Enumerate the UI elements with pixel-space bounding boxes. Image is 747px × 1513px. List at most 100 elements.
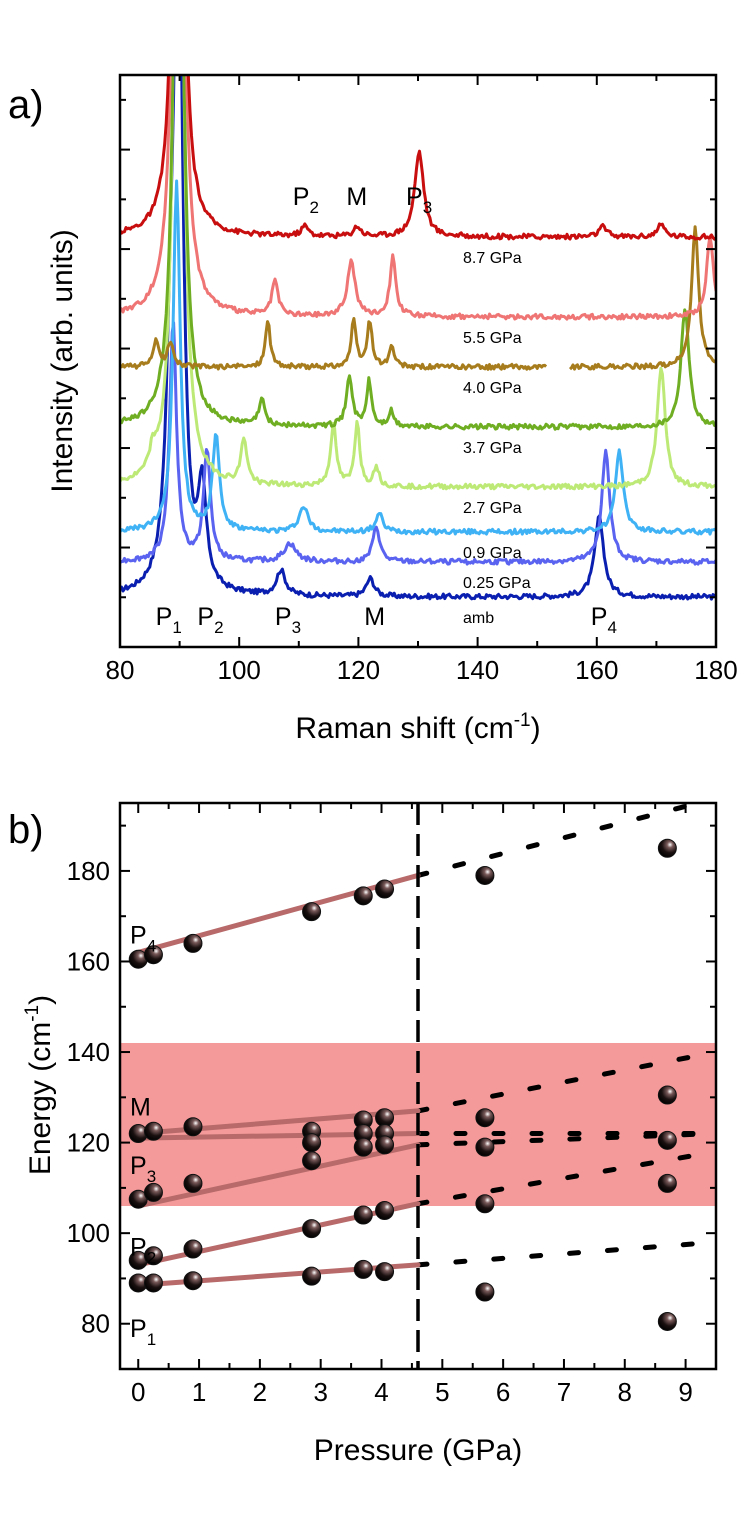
mode-label: P4 xyxy=(130,921,156,955)
x-tick-label: 160 xyxy=(575,655,618,685)
data-point xyxy=(183,933,203,953)
mode-label: M xyxy=(130,1093,151,1121)
extrapolation-line xyxy=(415,1049,716,1114)
spectrum-2-7-gpa xyxy=(120,75,716,491)
pressure-label: amb xyxy=(463,610,494,627)
data-point xyxy=(183,1271,203,1291)
data-point xyxy=(353,1205,373,1225)
x-tick-label: 180 xyxy=(694,655,737,685)
data-point xyxy=(375,1262,395,1282)
pressure-label: 0.25 GPa xyxy=(463,575,531,592)
data-points xyxy=(128,838,677,1331)
x-tick-label: 9 xyxy=(678,1377,692,1407)
peak-label: P3 xyxy=(275,603,301,637)
data-point xyxy=(657,1130,677,1150)
x-tick-label: 3 xyxy=(313,1377,327,1407)
peak-label: P4 xyxy=(591,603,617,637)
x-tick-label: 7 xyxy=(557,1377,571,1407)
pressure-labels: amb 0.25 GPa 0.9 GPa 2.7 GPa 3.7 GPa 4.0 GPa 5… xyxy=(463,250,531,627)
data-point xyxy=(475,865,495,885)
spectrum-0-9-gpa xyxy=(120,179,716,536)
extrapolation-line xyxy=(415,803,709,878)
panel-b-frame xyxy=(118,801,718,1371)
data-point xyxy=(183,1239,203,1259)
x-tick-label: 140 xyxy=(456,655,499,685)
data-point xyxy=(143,1182,163,1202)
x-tick-label: 80 xyxy=(106,655,135,685)
fit-line-p3 xyxy=(135,1142,421,1209)
panel-b: b) P4 M P3 P2 P1 0 1 2 3 4 5 6 7 8 9 80 100 120 140 160 180… xyxy=(8,801,718,1467)
panel-b-ticks: 0 1 2 3 4 5 6 7 8 9 80 100 120 140 160 180 xyxy=(67,803,716,1407)
y-tick-label: 180 xyxy=(67,856,110,886)
panel-a-y-axis-title: Intensity (arb. units) xyxy=(46,229,79,492)
peak-label: M xyxy=(346,183,367,211)
spectrum-0-25-gpa xyxy=(120,321,716,566)
pressure-label: 3.7 GPa xyxy=(463,440,522,457)
mode-label: P1 xyxy=(130,1315,156,1349)
panel-a-label: a) xyxy=(8,83,44,127)
spectrum-8-7-gpa xyxy=(120,75,716,241)
y-tick-label: 140 xyxy=(67,1037,110,1067)
data-point xyxy=(302,1219,322,1239)
data-point xyxy=(353,886,373,906)
peak-label: M xyxy=(364,603,385,631)
mode-label: P3 xyxy=(130,1152,156,1186)
data-point xyxy=(375,1135,395,1155)
data-point xyxy=(475,1282,495,1302)
peak-label: P2 xyxy=(293,183,319,217)
x-tick-label: 5 xyxy=(435,1377,449,1407)
data-point xyxy=(302,1151,322,1171)
panel-a-ticks: 80 100 120 140 160 180 xyxy=(106,75,738,685)
data-point xyxy=(353,1137,373,1157)
x-tick-label: 2 xyxy=(253,1377,267,1407)
panel-a: a) amb 0.25 GPa 0.9 GPa 2.7 GPa 3.7 GPa 4.0 G… xyxy=(8,73,738,745)
y-tick-label: 100 xyxy=(67,1218,110,1248)
spectrum-amb xyxy=(120,75,716,601)
pressure-label: 0.9 GPa xyxy=(463,545,522,562)
data-point xyxy=(375,1201,395,1221)
data-point xyxy=(143,1121,163,1141)
y-tick-label: 80 xyxy=(81,1309,110,1339)
mode-labels: P4 M P3 P2 P1 xyxy=(130,921,156,1349)
data-point xyxy=(657,838,677,858)
spectrum-5-5-gpa xyxy=(120,75,716,321)
data-point xyxy=(143,945,163,965)
x-tick-label: 4 xyxy=(374,1377,388,1407)
data-point xyxy=(143,1246,163,1266)
extrapolation-line xyxy=(415,1239,716,1268)
y-tick-label: 160 xyxy=(67,946,110,976)
panel-b-y-axis-title: Energy (cm-1) xyxy=(22,995,57,1175)
data-point xyxy=(657,1311,677,1331)
peak-label: P1 xyxy=(156,603,182,637)
data-point xyxy=(657,1173,677,1193)
peak-label: P3 xyxy=(406,183,432,217)
data-point xyxy=(143,1273,163,1293)
x-tick-label: 100 xyxy=(218,655,261,685)
x-tick-label: 120 xyxy=(337,655,380,685)
data-point xyxy=(657,1085,677,1105)
mode-label: P2 xyxy=(130,1234,156,1268)
pressure-label: 5.5 GPa xyxy=(463,330,522,347)
peak-labels: P1 P2 P3 M P4 P2 M P3 xyxy=(156,183,617,637)
spectrum-4-0-gpa xyxy=(120,225,716,371)
data-point xyxy=(302,1266,322,1286)
extrapolation-line xyxy=(415,1149,716,1207)
raman-spectra xyxy=(120,75,716,601)
pressure-label: 4.0 GPa xyxy=(463,380,522,397)
x-tick-label: 1 xyxy=(192,1377,206,1407)
peak-label: P2 xyxy=(197,603,223,637)
panel-b-label: b) xyxy=(8,808,44,852)
pressure-label: 2.7 GPa xyxy=(463,500,522,517)
data-point xyxy=(375,1108,395,1128)
data-point xyxy=(353,1259,373,1279)
spectrum-3-7-gpa xyxy=(120,75,716,431)
data-point xyxy=(183,1173,203,1193)
x-tick-label: 8 xyxy=(618,1377,632,1407)
panel-a-x-axis-title: Raman shift (cm-1) xyxy=(295,710,540,745)
data-point xyxy=(475,1137,495,1157)
pressure-label: 8.7 GPa xyxy=(463,250,522,267)
data-point xyxy=(475,1194,495,1214)
x-tick-label: 0 xyxy=(131,1377,145,1407)
panel-b-x-axis-title: Pressure (GPa) xyxy=(314,1434,522,1467)
